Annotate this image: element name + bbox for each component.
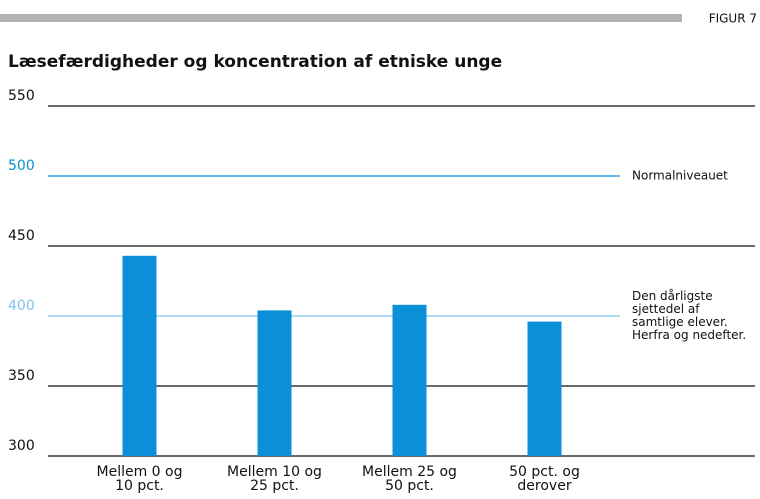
- reference-label: Herfra og nedefter.: [632, 328, 746, 342]
- x-tick-label: 10 pct.: [115, 478, 164, 494]
- reference-label: Den dårligste: [632, 289, 713, 303]
- bar: [122, 255, 157, 456]
- x-tick-label: Mellem 25 og: [362, 464, 457, 480]
- y-tick-label: 450: [8, 228, 35, 244]
- reference-label: sjettedel af: [632, 302, 700, 316]
- bar: [257, 310, 292, 456]
- chart-title: Læsefærdigheder og koncentration af etni…: [8, 52, 502, 72]
- reference-label: Normalniveauet: [632, 169, 728, 183]
- y-tick-label: 550: [8, 88, 35, 104]
- y-tick-label: 400: [8, 298, 35, 314]
- x-tick-label: Mellem 0 og: [97, 464, 183, 480]
- bar: [527, 321, 562, 456]
- figure-label: FIGUR 7: [709, 12, 757, 26]
- x-tick-label: 50 pct. og: [509, 464, 580, 480]
- y-tick-label: 350: [8, 368, 35, 384]
- y-tick-label: 500: [8, 158, 35, 174]
- x-tick-label: derover: [517, 478, 571, 494]
- bar: [392, 304, 427, 456]
- x-tick-label: 25 pct.: [250, 478, 299, 494]
- x-tick-label: 50 pct.: [385, 478, 434, 494]
- x-tick-label: Mellem 10 og: [227, 464, 322, 480]
- header-bar: [0, 14, 682, 22]
- reference-label: samtlige elever.: [632, 315, 728, 329]
- y-tick-label: 300: [8, 438, 35, 454]
